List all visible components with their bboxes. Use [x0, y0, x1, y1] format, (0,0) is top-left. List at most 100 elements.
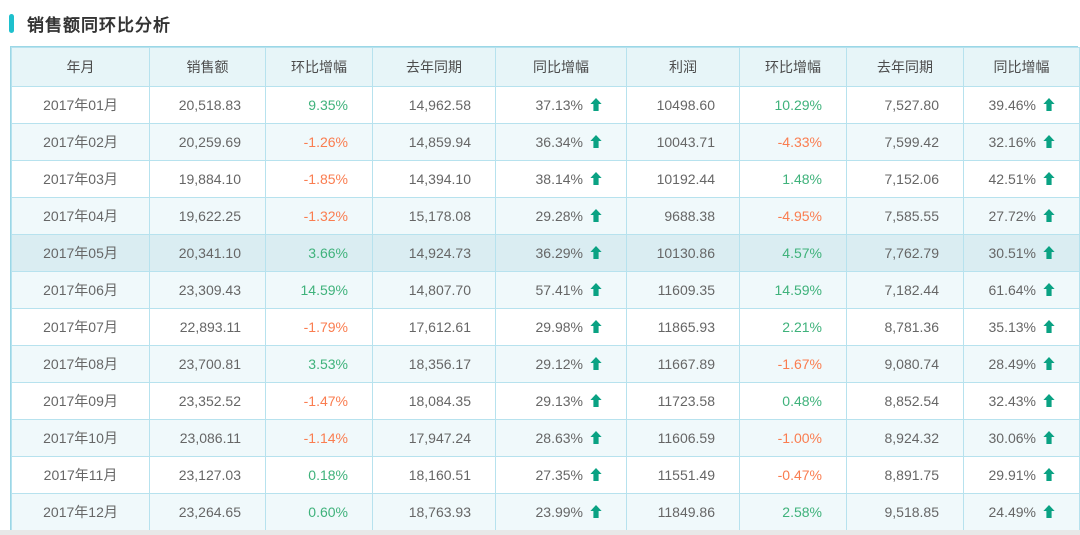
table-row[interactable]: 2017年12月 23,264.65 0.60% 18,763.93 23.99% 118… — [11, 493, 1080, 531]
cell-sales-yoy-growth: 29.98% — [495, 308, 627, 346]
cell-sales-mom-growth: 3.66% — [265, 234, 373, 272]
table-row[interactable]: 2017年03月 19,884.10 -1.85% 14,394.10 38.14% 10… — [11, 160, 1080, 198]
cell-profit-mom-growth: 4.57% — [739, 234, 847, 272]
column-header: 去年同期 — [372, 47, 496, 87]
cell-profit: 9688.38 — [626, 197, 740, 235]
yoy-growth-value: 29.12% — [535, 356, 583, 372]
cell-month: 2017年05月 — [11, 234, 150, 272]
arrow-up-icon — [1043, 246, 1055, 259]
arrow-up-icon — [590, 468, 602, 481]
cell-sales-mom-growth: 0.18% — [265, 456, 373, 494]
arrow-up-icon — [590, 283, 602, 296]
yoy-growth-value: 32.43% — [988, 393, 1036, 409]
column-header: 销售额 — [149, 47, 266, 87]
table-row[interactable]: 2017年06月 23,309.43 14.59% 14,807.70 57.41% 11… — [11, 271, 1080, 309]
yoy-growth-value: 29.13% — [535, 393, 583, 409]
cell-month: 2017年10月 — [11, 419, 150, 457]
cell-sales-last-year: 17,612.61 — [372, 308, 496, 346]
cell-sales-yoy-growth: 29.13% — [495, 382, 627, 420]
cell-sales-mom-growth: -1.79% — [265, 308, 373, 346]
table-row[interactable]: 2017年04月 19,622.25 -1.32% 15,178.08 29.28% 96… — [11, 197, 1080, 235]
cell-sales: 23,309.43 — [149, 271, 266, 309]
cell-profit-yoy-growth: 24.49% — [963, 493, 1080, 531]
cell-month: 2017年04月 — [11, 197, 150, 235]
cell-profit-last-year: 8,891.75 — [846, 456, 964, 494]
table-row[interactable]: 2017年11月 23,127.03 0.18% 18,160.51 27.35% 115… — [11, 456, 1080, 494]
yoy-growth-value: 36.29% — [535, 245, 583, 261]
arrow-up-icon — [1043, 505, 1055, 518]
cell-profit: 10498.60 — [626, 86, 740, 124]
table-row[interactable]: 2017年05月 20,341.10 3.66% 14,924.73 36.29% 101… — [11, 234, 1080, 272]
cell-profit-yoy-growth: 29.91% — [963, 456, 1080, 494]
cell-sales: 20,518.83 — [149, 86, 266, 124]
cell-month: 2017年06月 — [11, 271, 150, 309]
arrow-up-icon — [590, 431, 602, 444]
yoy-growth-value: 29.91% — [988, 467, 1036, 483]
cell-profit-last-year: 8,924.32 — [846, 419, 964, 457]
cell-profit-mom-growth: -4.95% — [739, 197, 847, 235]
yoy-growth-value: 36.34% — [535, 134, 583, 150]
cell-sales-last-year: 14,962.58 — [372, 86, 496, 124]
yoy-growth-value: 28.63% — [535, 430, 583, 446]
cell-sales-last-year: 15,178.08 — [372, 197, 496, 235]
yoy-growth-value: 24.49% — [988, 504, 1036, 520]
cell-profit: 10192.44 — [626, 160, 740, 198]
cell-profit: 11609.35 — [626, 271, 740, 309]
arrow-up-icon — [1043, 209, 1055, 222]
cell-sales-mom-growth: 14.59% — [265, 271, 373, 309]
cell-sales-mom-growth: 9.35% — [265, 86, 373, 124]
arrow-up-icon — [590, 98, 602, 111]
cell-month: 2017年11月 — [11, 456, 150, 494]
cell-sales-mom-growth: -1.14% — [265, 419, 373, 457]
arrow-up-icon — [1043, 357, 1055, 370]
cell-month: 2017年12月 — [11, 493, 150, 531]
cell-sales-last-year: 14,924.73 — [372, 234, 496, 272]
arrow-up-icon — [590, 172, 602, 185]
cell-sales-mom-growth: -1.32% — [265, 197, 373, 235]
cell-sales-mom-growth: 0.60% — [265, 493, 373, 531]
cell-profit-yoy-growth: 27.72% — [963, 197, 1080, 235]
column-header: 去年同期 — [846, 47, 964, 87]
cell-profit-yoy-growth: 42.51% — [963, 160, 1080, 198]
cell-profit-last-year: 7,527.80 — [846, 86, 964, 124]
arrow-up-icon — [590, 320, 602, 333]
column-header: 环比增幅 — [265, 47, 373, 87]
table-row[interactable]: 2017年09月 23,352.52 -1.47% 18,084.35 29.13% 11… — [11, 382, 1080, 420]
table-row[interactable]: 2017年08月 23,700.81 3.53% 18,356.17 29.12% 116… — [11, 345, 1080, 383]
cell-sales-yoy-growth: 57.41% — [495, 271, 627, 309]
arrow-up-icon — [1043, 135, 1055, 148]
table-row[interactable]: 2017年02月 20,259.69 -1.26% 14,859.94 36.34% 10… — [11, 123, 1080, 161]
sales-yoy-mom-table: 年月 销售额 环比增幅 去年同期 同比增幅 利润 环比增幅 去年同期 同比增幅 2017年01月… — [11, 47, 1080, 531]
cell-sales-last-year: 18,356.17 — [372, 345, 496, 383]
cell-month: 2017年03月 — [11, 160, 150, 198]
cell-sales-yoy-growth: 27.35% — [495, 456, 627, 494]
column-header: 同比增幅 — [963, 47, 1080, 87]
cell-profit-mom-growth: -1.67% — [739, 345, 847, 383]
table-row[interactable]: 2017年10月 23,086.11 -1.14% 17,947.24 28.63% 11… — [11, 419, 1080, 457]
cell-month: 2017年01月 — [11, 86, 150, 124]
bottom-strip — [0, 530, 1080, 535]
arrow-up-icon — [1043, 172, 1055, 185]
cell-sales-yoy-growth: 29.28% — [495, 197, 627, 235]
table-row[interactable]: 2017年01月 20,518.83 9.35% 14,962.58 37.13% 104… — [11, 86, 1080, 124]
cell-sales-last-year: 18,160.51 — [372, 456, 496, 494]
cell-profit: 11667.89 — [626, 345, 740, 383]
arrow-up-icon — [1043, 468, 1055, 481]
cell-sales: 22,893.11 — [149, 308, 266, 346]
arrow-up-icon — [590, 246, 602, 259]
cell-sales-yoy-growth: 28.63% — [495, 419, 627, 457]
cell-profit-last-year: 7,599.42 — [846, 123, 964, 161]
cell-profit-last-year: 7,762.79 — [846, 234, 964, 272]
cell-sales-mom-growth: 3.53% — [265, 345, 373, 383]
arrow-up-icon — [1043, 431, 1055, 444]
cell-month: 2017年07月 — [11, 308, 150, 346]
cell-profit-last-year: 8,781.36 — [846, 308, 964, 346]
yoy-growth-value: 27.35% — [535, 467, 583, 483]
cell-sales-yoy-growth: 38.14% — [495, 160, 627, 198]
cell-profit: 11865.93 — [626, 308, 740, 346]
table-row[interactable]: 2017年07月 22,893.11 -1.79% 17,612.61 29.98% 11… — [11, 308, 1080, 346]
arrow-up-icon — [1043, 283, 1055, 296]
cell-profit-last-year: 7,585.55 — [846, 197, 964, 235]
cell-profit: 11849.86 — [626, 493, 740, 531]
cell-sales-yoy-growth: 23.99% — [495, 493, 627, 531]
